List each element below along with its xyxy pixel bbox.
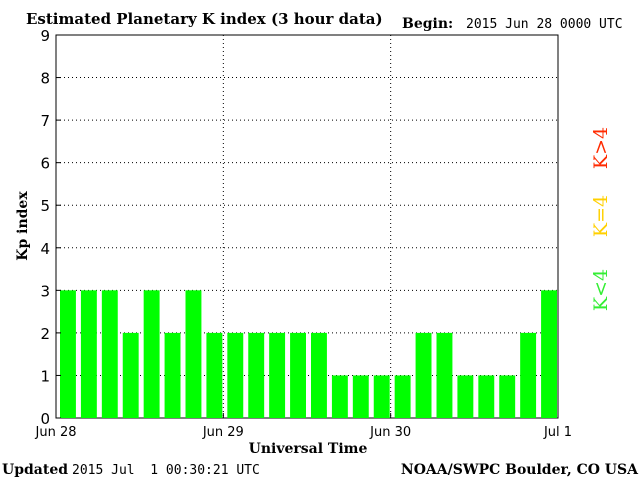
x-tick-label: Jun 28 [35, 425, 77, 440]
kp-bar [60, 290, 76, 418]
y-tick-label: 3 [40, 282, 50, 300]
x-axis-label: Universal Time [249, 441, 368, 457]
updated-value: 2015 Jul 1 00:30:21 UTC [72, 463, 260, 478]
kp-bar [248, 332, 265, 418]
y-tick-label: 1 [40, 367, 50, 385]
kp-bar [499, 375, 516, 418]
kp-bar [80, 290, 97, 418]
y-tick-label: 6 [40, 155, 50, 173]
y-tick-label: 2 [40, 325, 50, 343]
y-tick-label: 5 [40, 197, 50, 215]
kp-bar [457, 375, 474, 418]
x-tick-label: Jul 1 [543, 425, 572, 440]
x-tick-label: Jun 29 [202, 425, 244, 440]
y-axis: 0 1 2 3 4 5 6 7 8 9 [40, 27, 61, 428]
kp-bar [331, 375, 348, 418]
kp-bar [394, 375, 411, 418]
kp-bar [415, 332, 432, 418]
legend-k-less-4: K<4 [590, 269, 612, 311]
legend-k-equal-4: K=4 [590, 195, 612, 237]
x-tick-label: Jun 30 [369, 425, 411, 440]
kp-bar [373, 375, 390, 418]
begin-value: 2015 Jun 28 0000 UTC [466, 17, 623, 32]
chart-title: Estimated Planetary K index (3 hour data… [26, 10, 383, 28]
legend-k-greater-4: K>4 [590, 127, 612, 169]
y-axis-label: Kp index [15, 191, 31, 261]
kp-bar [311, 332, 327, 418]
y-tick-label: 8 [40, 70, 50, 88]
legend: K>4 K=4 K<4 [590, 127, 612, 311]
kp-bar [520, 332, 537, 418]
kp-bar [206, 332, 223, 418]
y-tick-label: 7 [40, 112, 50, 130]
kp-bar [352, 375, 369, 418]
kp-bar [122, 332, 139, 418]
kp-bar [290, 332, 306, 418]
kp-bar [164, 332, 181, 418]
kp-bar [436, 332, 453, 418]
kp-bar [185, 290, 202, 418]
kp-bar [101, 290, 118, 418]
y-tick-label: 0 [40, 410, 50, 428]
kp-bar [478, 375, 495, 418]
source-credit: NOAA/SWPC Boulder, CO USA [401, 462, 639, 478]
y-tick-label: 9 [40, 27, 50, 45]
plot-area [55, 34, 559, 419]
kp-bar [227, 332, 244, 418]
y-tick-label: 4 [40, 240, 50, 258]
updated-label: Updated [2, 462, 68, 478]
kp-bar [541, 290, 557, 418]
kp-bars [60, 290, 557, 418]
x-axis: Jun 28 Jun 29 Jun 30 Jul 1 [35, 413, 572, 440]
kp-bar [143, 290, 160, 418]
kp-bar [269, 332, 286, 418]
begin-label: Begin: [402, 16, 453, 32]
